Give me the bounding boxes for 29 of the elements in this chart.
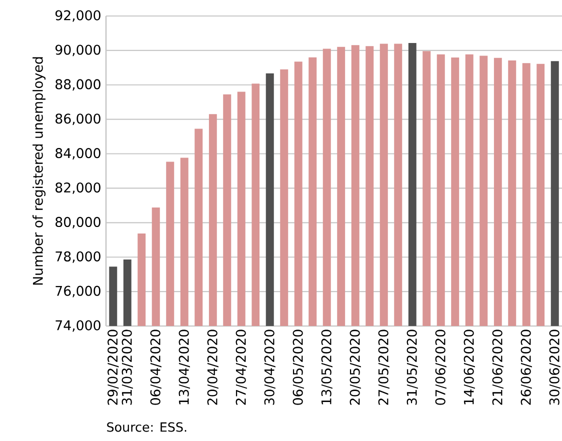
x-tick-label: 30/06/2020 [549,330,560,405]
source-note: Source: ESS. [107,422,186,432]
x-tick-label: 07/06/2020 [435,330,446,405]
y-tick-label: 92,000 [55,10,100,22]
y-tick-label: 88,000 [56,79,100,91]
y-tick-label: 74,000 [56,320,100,332]
y-tick-label: 84,000 [56,148,100,160]
y-tick-label: 80,000 [56,216,100,228]
y-tick-label: 76,000 [56,286,100,298]
x-tick-label: 20/04/2020 [207,330,218,405]
x-tick-label: 27/05/2020 [378,330,390,405]
x-tick-label: 29/02/2020 [108,330,119,405]
y-tick-label: 86,000 [56,114,100,126]
y-tick-label: 78,000 [56,251,100,263]
x-tick-label: 31/05/2020 [406,330,418,405]
x-tick-label: 21/06/2020 [492,330,504,405]
y-axis-title: Number of registered unemployed [32,57,46,285]
x-tick-label: 31/03/2020 [122,330,133,405]
x-tick-label: 14/06/2020 [464,330,475,404]
y-tick-label: 90,000 [55,44,100,56]
x-tick-label: 06/05/2020 [292,330,304,405]
x-tick-label: 26/06/2020 [520,330,532,405]
x-tick-label: 06/04/2020 [150,330,162,405]
x-tick-label: 27/04/2020 [236,330,247,405]
x-tick-label: 20/05/2020 [350,330,361,405]
y-tick-label: 82,000 [56,182,100,194]
x-tick-label: 13/05/2020 [321,330,332,404]
x-tick-label: 13/04/2020 [178,330,190,404]
x-tick-label: 30/04/2020 [264,330,276,405]
